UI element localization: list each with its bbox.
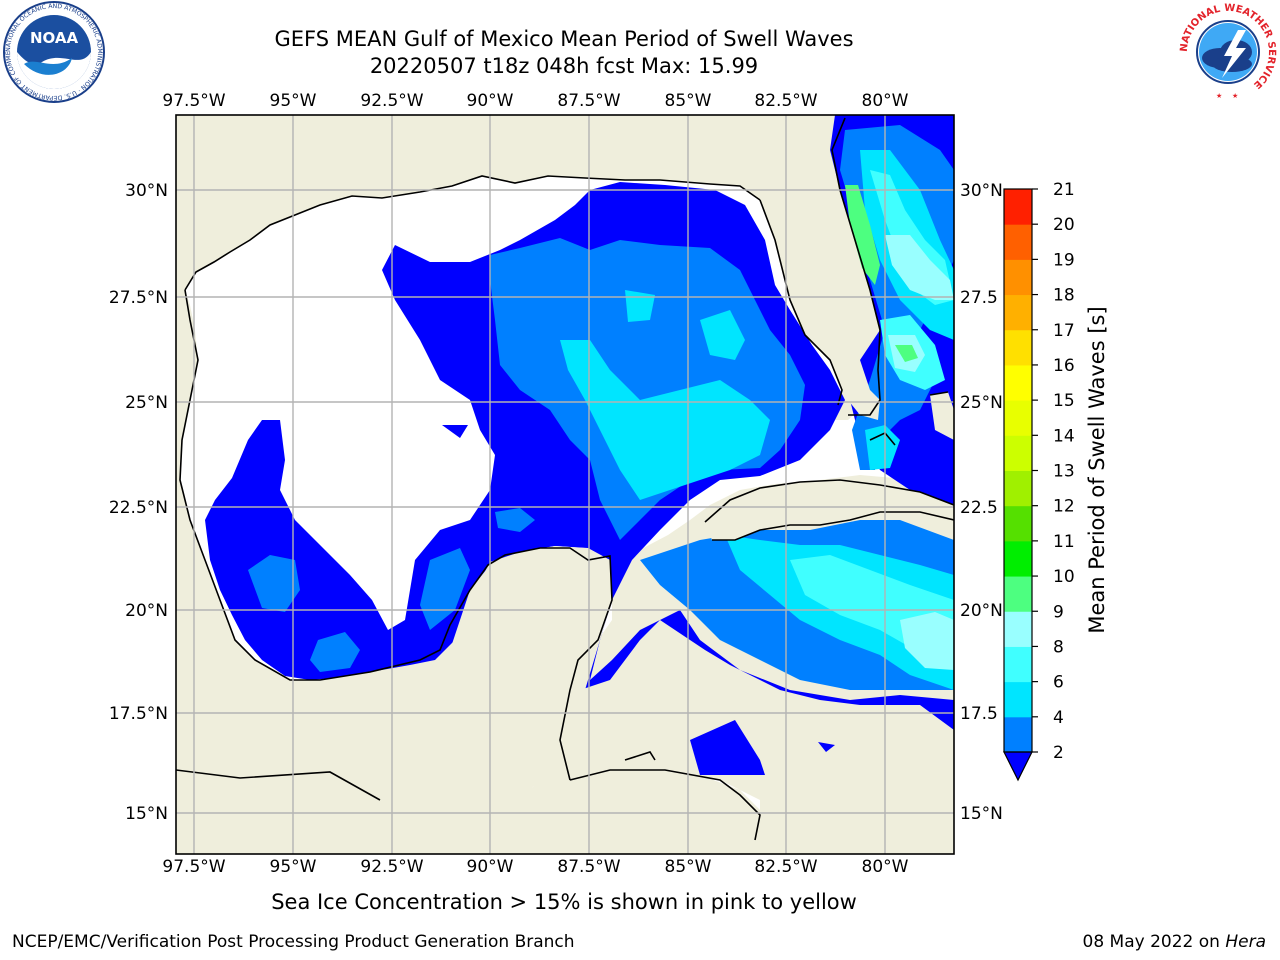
colorbar-swatch [1004, 435, 1032, 471]
lon-tick-label-bottom: 85°W [665, 857, 712, 877]
lat-tick-label-right: 15°N [960, 804, 1003, 824]
colorbar-tick-label: 2 [1053, 743, 1064, 763]
lon-tick-label-top: 85°W [665, 91, 712, 111]
lat-labels-left: 30°N 27.5°N 25°N 22.5°N 20°N 17.5°N 15°N [109, 181, 168, 824]
lat-tick-label-right: 25°N [960, 393, 1003, 413]
lon-labels-top: 97.5°W 95°W 92.5°W 90°W 87.5°W 85°W 82.5°W 80°W [162, 91, 908, 111]
lat-tick-label-left: 22.5°N [109, 498, 168, 518]
credit-text: NCEP/EMC/Verification Post Processing Pr… [12, 932, 575, 952]
noaa-logo: NATIONAL OCEANIC AND ATMOSPHERIC ADMINIS… [2, 0, 105, 103]
colorbar-swatch [1004, 189, 1032, 225]
nws-logo: NATIONAL WEATHER SERVICE ★ ★ [1178, 2, 1278, 102]
colorbar-swatch [1004, 611, 1032, 647]
lat-tick-label-left: 30°N [125, 181, 168, 201]
yucatan-peninsula [440, 546, 612, 790]
colorbar-ticks: 2 4 6 8 9 10 11 12 13 14 15 16 17 18 19 20 21 [1032, 180, 1075, 763]
colorbar-under-triangle [1003, 751, 1033, 782]
colorbar-swatch [1004, 470, 1032, 507]
lon-tick-label-top: 90°W [467, 91, 514, 111]
colorbar-swatch [1004, 364, 1032, 401]
lon-tick-label-bottom: 87.5°W [557, 857, 620, 877]
lat-tick-label-left: 20°N [125, 601, 168, 621]
lon-tick-label-bottom: 92.5°W [360, 857, 423, 877]
svg-text:★: ★ [1232, 92, 1238, 100]
colorbar-tick-label: 9 [1053, 602, 1064, 622]
colorbar-tick-label: 6 [1053, 673, 1064, 693]
central-america [176, 760, 760, 854]
lat-tick-label-right: 27.5 [960, 288, 998, 308]
lat-tick-label-right: 20°N [960, 601, 1003, 621]
colorbar-tick-label: 17 [1053, 321, 1075, 341]
lon-tick-label-bottom: 82.5°W [754, 857, 817, 877]
lon-tick-label-bottom: 97.5°W [162, 857, 225, 877]
lon-tick-label-top: 92.5°W [360, 91, 423, 111]
lon-tick-label-top: 82.5°W [754, 91, 817, 111]
noaa-logo-text: NOAA [30, 29, 79, 47]
colorbar-swatch [1004, 646, 1032, 683]
date-value: 08 May 2022 on [1082, 932, 1226, 952]
colorbar-swatch [1004, 400, 1032, 436]
gridlines [176, 115, 954, 854]
lon-tick-label-top: 80°W [862, 91, 909, 111]
lat-labels-right: 30°N 27.5 25°N 22.5 20°N 17.5 15°N [960, 181, 1003, 824]
map-title: GEFS MEAN Gulf of Mexico Mean Period of … [274, 27, 854, 51]
map-subtitle: 20220507 t18z 048h fcst Max: 15.99 [369, 54, 759, 78]
colorbar-tick-label: 4 [1053, 708, 1064, 728]
map-frame [175, 114, 955, 855]
colorbar-tick-label: 18 [1053, 286, 1075, 306]
colorbar-tick-label: 12 [1053, 497, 1075, 517]
colorbar-tick-label: 21 [1053, 180, 1075, 200]
lat-tick-label-right: 30°N [960, 181, 1003, 201]
sea-ice-footnote: Sea Ice Concentration > 15% is shown in … [271, 890, 857, 914]
lon-tick-label-bottom: 80°W [862, 857, 909, 877]
colorbar-swatch [1004, 259, 1032, 296]
colorbar-tick-label: 16 [1053, 356, 1075, 376]
colorbar-swatch [1004, 294, 1032, 331]
lon-tick-label-top: 95°W [270, 91, 317, 111]
colorbar-tick-label: 20 [1053, 215, 1075, 235]
colorbar-tick-label: 15 [1053, 391, 1075, 411]
coastlines [176, 117, 954, 841]
cuba [705, 480, 954, 540]
lon-tick-label-bottom: 95°W [270, 857, 317, 877]
colorbar-tick-label: 19 [1053, 250, 1075, 270]
svg-text:★: ★ [1216, 92, 1222, 100]
colorbar-tick-label: 10 [1053, 567, 1075, 587]
lat-tick-label-left: 25°N [125, 393, 168, 413]
lat-tick-label-left: 17.5°N [109, 704, 168, 724]
colorbar-swatch [1004, 224, 1032, 260]
colorbar-label: Mean Period of Swell Waves [s] [1085, 306, 1109, 634]
colorbar [1003, 188, 1033, 782]
colorbar-tick-label: 11 [1053, 532, 1075, 552]
lon-tick-label-top: 87.5°W [557, 91, 620, 111]
colorbar-tick-label: 14 [1053, 426, 1075, 446]
lon-tick-label-top: 97.5°W [162, 91, 225, 111]
florida-peninsula [760, 185, 880, 420]
machine-name: Hera [1225, 932, 1266, 952]
lat-tick-label-left: 27.5°N [109, 288, 168, 308]
colorbar-swatch [1004, 505, 1032, 542]
colorbar-swatch [1004, 576, 1032, 612]
colorbar-swatch [1004, 716, 1032, 753]
colorbar-swatch [1004, 540, 1032, 577]
colorbar-swatch [1004, 329, 1032, 366]
bahamas-andros [930, 392, 954, 440]
lat-tick-label-left: 15°N [125, 804, 168, 824]
date-text: 08 May 2022 on Hera [1083, 932, 1267, 952]
colorbar-tick-label: 13 [1053, 462, 1075, 482]
colorbar-swatch [1004, 681, 1032, 718]
lon-labels-bottom: 97.5°W 95°W 92.5°W 90°W 87.5°W 85°W 82.5°W 80°W [162, 857, 908, 877]
lat-tick-label-right: 17.5 [960, 704, 998, 724]
lon-tick-label-bottom: 90°W [467, 857, 514, 877]
lat-tick-label-right: 22.5 [960, 498, 998, 518]
colorbar-tick-label: 8 [1053, 637, 1064, 657]
